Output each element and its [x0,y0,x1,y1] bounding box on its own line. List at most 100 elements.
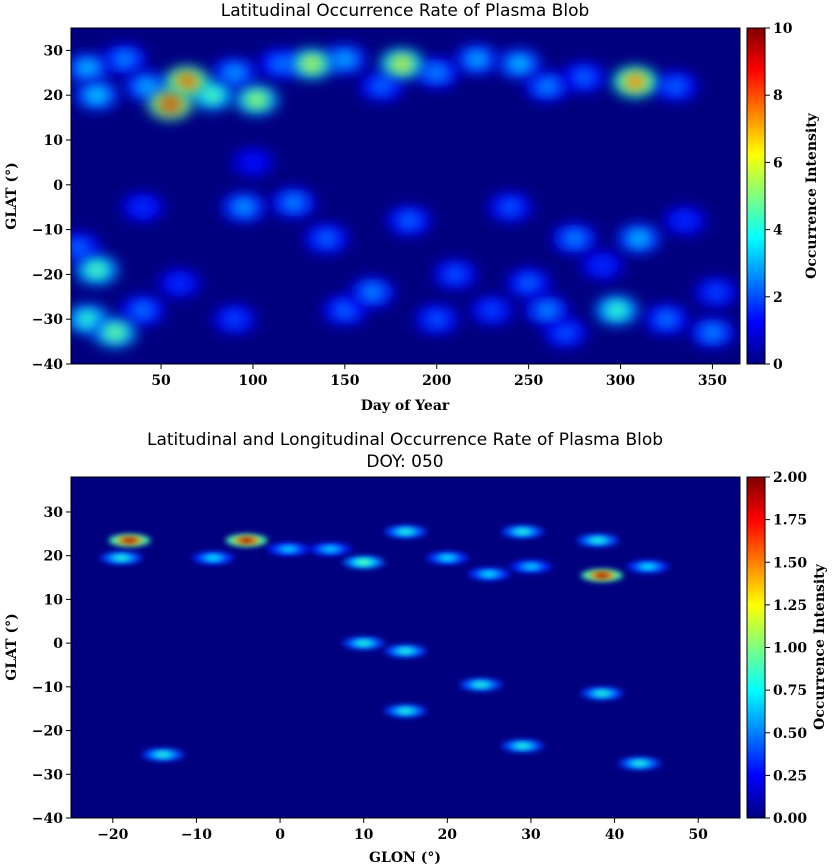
heatmap-blob [426,551,469,564]
heatmap-blob [157,269,202,298]
heatmap-blob [552,224,597,253]
y-tick-label: −10 [32,680,63,696]
heatmap-blob [543,318,588,347]
heatmap-blob [289,49,334,78]
heatmap-blob [359,72,404,101]
y-tick-label: −10 [32,223,63,239]
heatmap-blob [525,72,570,101]
chart1-colorbar-label: Occurrence Intensity [804,112,820,279]
heatmap-blob [342,637,385,650]
heatmap-blob [74,81,119,110]
x-tick-label: −20 [97,827,128,843]
colorbar-tick-label: 0.75 [773,683,807,699]
heatmap-blob [271,188,316,217]
heatmap-blob [100,551,143,564]
chart1-colorbar-ticks: 0 2 4 6 8 10 [765,21,793,373]
y-tick-label: 10 [44,133,64,149]
y-tick-label: −40 [32,811,63,827]
heatmap-blob [384,525,427,538]
chart2-plot-frame [70,476,741,819]
heatmap-blob [459,678,502,691]
colorbar-tick-label: 6 [773,155,783,171]
heatmap-blob [414,305,459,334]
x-tick-label: 10 [354,827,374,843]
y-tick-label: 10 [44,592,64,608]
heatmap-blob [120,296,165,325]
heatmap-blob [379,49,424,78]
heatmap-blob [561,63,606,92]
colorbar-tick-label: 2.00 [773,470,807,486]
heatmap-blob [387,206,432,235]
colorbar-tick-label: 1.00 [773,641,807,657]
heatmap-blob [644,305,689,334]
heatmap-blob [653,72,698,101]
heatmap-blob [192,551,235,564]
chart2-x-axis: −20 −10 0 10 20 30 40 50 [97,818,708,843]
chart1-y-label: GLAT (°) [4,162,20,229]
chart2-heatmap [100,525,670,770]
heatmap-blob [580,251,625,280]
chart1-y-axis: −40 −30 −20 −10 0 10 20 30 [32,43,71,373]
chart2-colorbar-label: Occurrence Intensity [812,563,828,730]
colorbar-tick-label: 4 [773,223,783,239]
heatmap-blob [71,54,110,83]
heatmap-blob [141,748,184,761]
heatmap-blob [322,296,367,325]
chart1-title: Latitudinal Occurrence Rate of Plasma Bl… [221,1,590,21]
y-tick-label: 30 [44,43,64,59]
heatmap-blob [618,757,661,770]
chart2-subtitle: DOY: 050 [366,452,443,472]
chart1-colorbar [746,27,766,365]
chart1-x-label: Day of Year [361,398,450,414]
heatmap-blob [384,644,427,657]
y-tick-label: 20 [44,88,64,104]
heatmap-blob [690,318,735,347]
y-tick-label: 30 [44,505,64,521]
y-tick-label: −30 [32,312,63,328]
heatmap-blob [221,193,266,222]
heatmap-blob [497,49,542,78]
heatmap-blob [469,296,514,325]
y-tick-label: 0 [53,178,63,194]
heatmap-blob [506,269,551,298]
chart2-title: Latitudinal and Longitudinal Occurrence … [147,430,663,450]
heatmap-blob [488,193,533,222]
y-tick-label: 20 [44,549,64,565]
heatmap-blob [230,148,275,177]
heatmap-blob [613,67,658,96]
x-tick-label: 50 [151,373,171,389]
heatmap-blob [212,58,257,87]
heatmap-blob [212,305,257,334]
x-tick-label: 300 [606,373,635,389]
heatmap-blob [581,687,624,700]
x-tick-label: 50 [688,827,708,843]
heatmap-blob [384,704,427,717]
heatmap-blob [594,296,639,325]
heatmap-blob [414,58,459,87]
x-tick-label: 350 [698,373,727,389]
heatmap-blob [342,556,385,569]
colorbar-tick-label: 1.75 [773,513,807,529]
heatmap-blob [225,534,268,547]
x-tick-label: 250 [514,373,543,389]
chart1-heatmap [71,45,739,347]
chart2-y-axis: −40 −30 −20 −10 0 10 20 30 [32,505,71,827]
chart2-x-label: GLON (°) [369,850,441,866]
colorbar-tick-label: 8 [773,88,783,104]
heatmap-blob [455,45,500,74]
heatmap-blob [627,560,670,573]
heatmap-blob [164,67,209,96]
chart2-colorbar [746,476,766,819]
y-tick-label: −20 [32,724,63,740]
heatmap-blob [501,525,544,538]
x-tick-label: 20 [438,827,458,843]
x-tick-label: 0 [275,827,285,843]
heatmap-blob [468,568,511,581]
chart2-colorbar-ticks: 0.00 0.25 0.50 0.75 1.00 1.25 1.50 1.75 2.00 [765,470,807,827]
colorbar-tick-label: 0 [773,357,783,373]
x-tick-label: 40 [605,827,625,843]
heatmap-blob [581,569,624,582]
heatmap-blob [258,49,303,78]
heatmap-blob [350,278,395,307]
